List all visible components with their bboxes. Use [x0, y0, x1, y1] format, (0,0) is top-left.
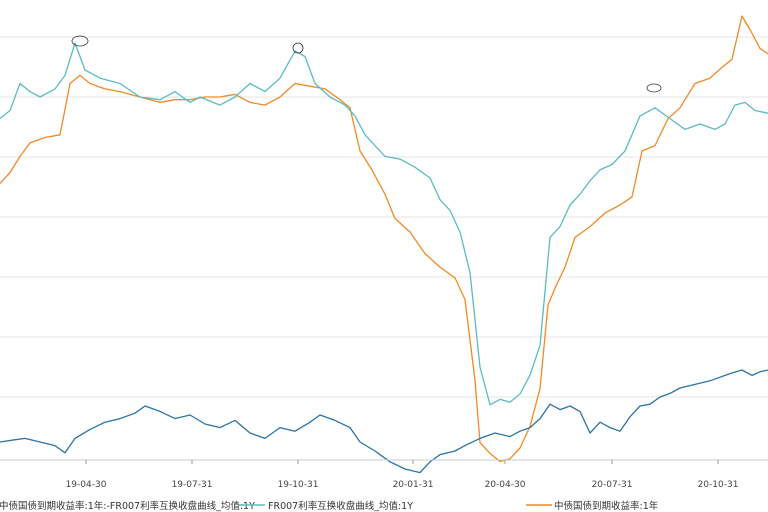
peak-marker	[646, 83, 662, 93]
x-tick-label: 20-01-31	[393, 480, 434, 490]
x-tick-label: 20-04-30	[485, 480, 526, 490]
legend-label: FR007利率互换收盘曲线_均值:1Y	[268, 500, 413, 512]
series-line	[0, 15, 768, 463]
legend-label: 中债国债到期收益率:1年	[554, 500, 659, 512]
x-tick-label: 19-10-31	[278, 480, 319, 490]
series-line	[0, 369, 768, 474]
x-tick-label: 20-10-31	[698, 480, 739, 490]
peak-marker	[71, 35, 89, 47]
series-line	[0, 42, 768, 406]
legend-label: 中债国债到期收益率:1年:-FR007利率互换收盘曲线_均值:1Y	[0, 500, 255, 512]
x-axis: 19-04-30 19-07-31 19-10-31 20-01-31 20-04-30…	[66, 460, 739, 490]
series-layer	[0, 15, 768, 474]
legend: 中债国债到期收益率:1年:-FR007利率互换收盘曲线_均值:1Y FR007利率…	[0, 500, 659, 512]
x-tick-label: 20-07-31	[592, 480, 633, 490]
peak-marker	[292, 42, 304, 54]
x-tick-label: 19-04-30	[66, 480, 107, 490]
x-tick-label: 19-07-31	[172, 480, 213, 490]
annotations	[71, 35, 662, 93]
grid	[0, 36, 768, 398]
